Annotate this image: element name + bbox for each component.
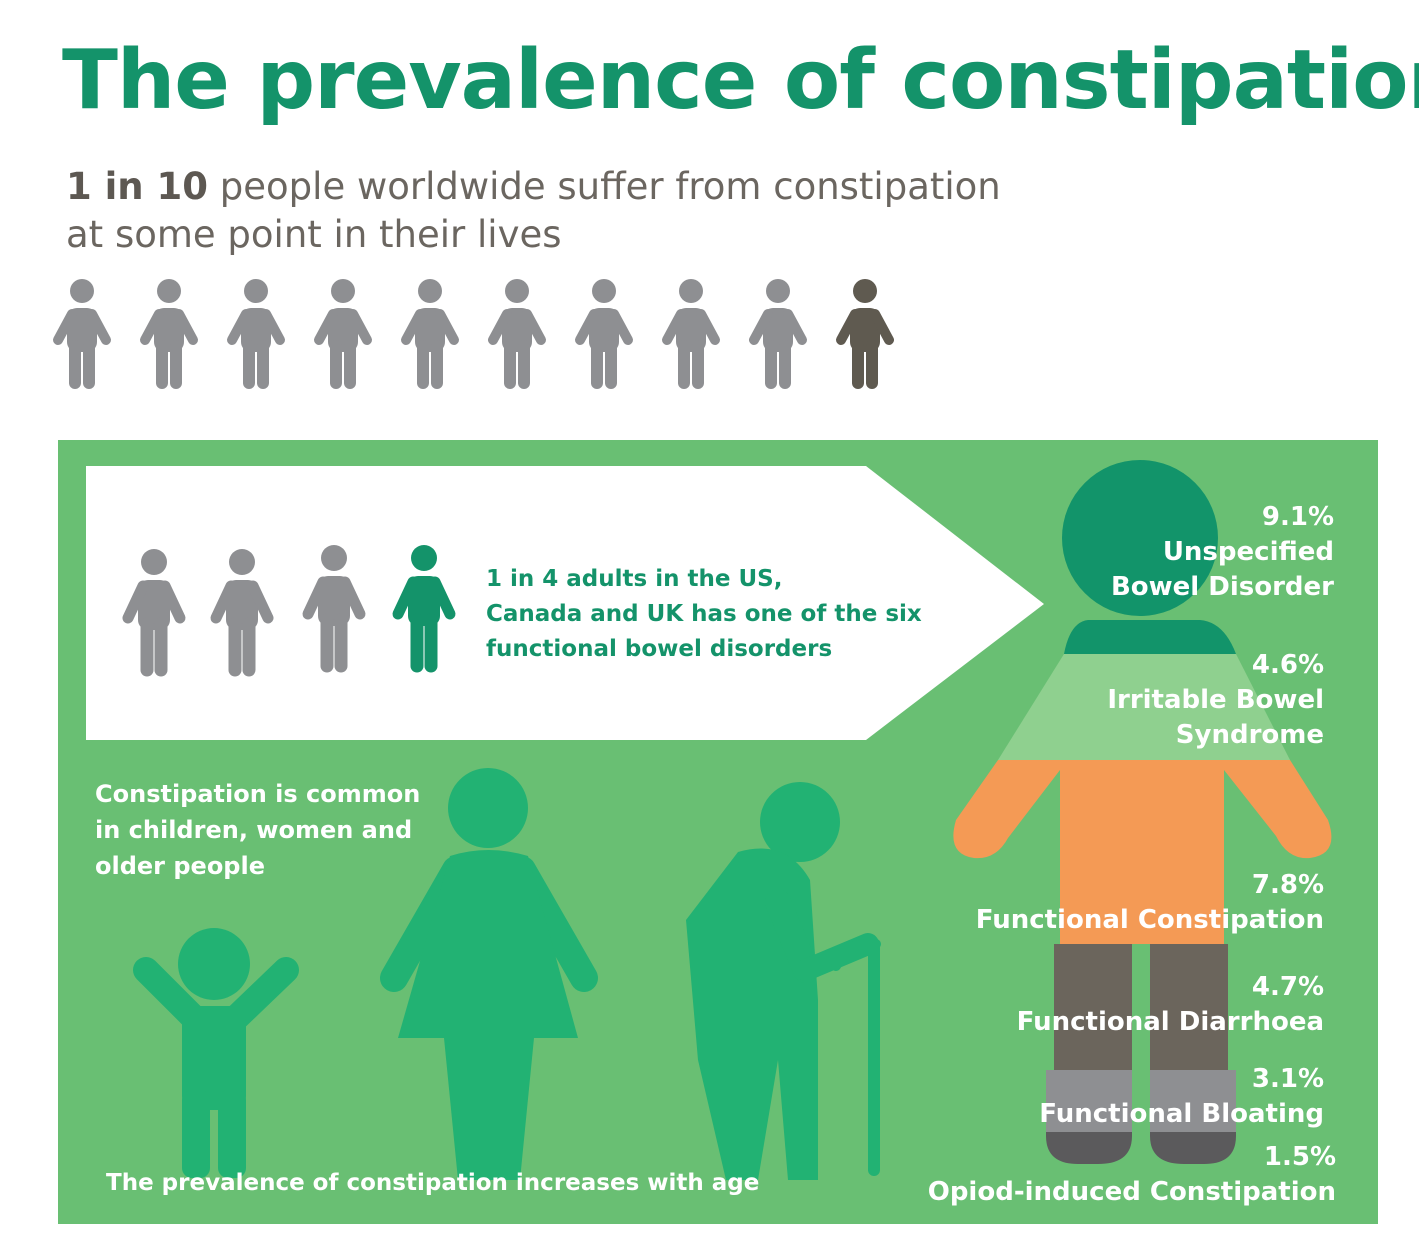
common-groups-line-3: older people — [95, 852, 265, 880]
elderly-figure — [686, 782, 881, 1180]
arrow-callout-text: 1 in 4 adults in the US, Canada and UK h… — [486, 562, 966, 667]
stat-percent: 4.7% — [1251, 972, 1324, 1002]
segment-unspecified — [1064, 620, 1236, 654]
subtitle-line-2: at some point in their lives — [66, 213, 562, 256]
segment-opioid-left-foot — [1046, 1132, 1132, 1164]
person-icon — [210, 549, 274, 677]
stat-label-line-1: Irritable Bowel — [1107, 685, 1324, 715]
subtitle-line-1: 1 in 10 people worldwide suffer from con… — [66, 163, 1001, 211]
head-segment — [1062, 460, 1218, 616]
woman-figure — [380, 768, 598, 1180]
stat-label-line-1: Functional Bloating — [1039, 1099, 1324, 1129]
green-panel: 1 in 4 adults in the US, Canada and UK h… — [58, 440, 1378, 1224]
stat-constipation: 7.8% Functional Constipation — [976, 868, 1324, 938]
stat-percent: 9.1% — [1261, 502, 1334, 532]
segment-bloating-left-leg — [1046, 1070, 1132, 1132]
age-caption: The prevalence of constipation increases… — [106, 1170, 760, 1196]
person-icon — [140, 279, 198, 389]
subtitle-highlight: 1 in 10 — [66, 165, 209, 208]
stat-percent: 3.1% — [1251, 1064, 1324, 1094]
segment-bloating-right-leg — [1150, 1070, 1236, 1132]
stat-unspecified: 9.1% Unspecified Bowel Disorder — [1111, 500, 1334, 605]
common-groups-text: Constipation is common in children, wome… — [95, 776, 455, 884]
arrow-callout-line-3: functional bowel disorders — [486, 636, 833, 662]
person-icon — [749, 279, 807, 389]
subtitle-line-1-rest: people worldwide suffer from constipatio… — [208, 165, 1001, 208]
person-icon — [314, 279, 372, 389]
segment-constipation-torso — [953, 760, 1332, 944]
stat-label-line-1: Unspecified — [1162, 537, 1334, 567]
person-icon — [575, 279, 633, 389]
page-title: The prevalence of constipation — [62, 33, 1419, 128]
stat-percent: 1.5% — [1263, 1142, 1336, 1172]
segment-opioid-right-foot — [1150, 1132, 1236, 1164]
person-icon — [53, 279, 111, 389]
stat-label-line-1: Opiod-induced Constipation — [927, 1177, 1336, 1207]
body-segments — [953, 620, 1332, 1164]
disorders-body-figure — [953, 460, 1332, 1164]
person-icon-highlighted — [836, 279, 894, 389]
segment-diarrhoea-left-leg — [1054, 944, 1132, 1070]
child-figure — [133, 928, 299, 1178]
segment-diarrhoea-right-leg — [1150, 944, 1228, 1070]
stat-label-line-2: Syndrome — [1175, 720, 1324, 750]
common-groups-line-1: Constipation is common — [95, 780, 421, 808]
person-icon — [662, 279, 720, 389]
stat-percent: 7.8% — [1251, 870, 1324, 900]
stat-percent: 4.6% — [1251, 650, 1324, 680]
worldwide-people-row — [50, 278, 910, 393]
person-icon — [122, 549, 186, 677]
common-groups-line-2: in children, women and — [95, 816, 413, 844]
stat-opioid: 1.5% Opiod-induced Constipation — [928, 1140, 1336, 1210]
segment-ibs — [998, 654, 1290, 760]
age-figures — [133, 768, 881, 1180]
stat-diarrhoea: 4.7% Functional Diarrhoea — [1017, 970, 1324, 1040]
subtitle: 1 in 10 people worldwide suffer from con… — [66, 163, 1001, 259]
person-icon-highlighted — [392, 545, 456, 673]
stat-bloating: 3.1% Functional Bloating — [1039, 1062, 1324, 1132]
stat-label-line-1: Functional Constipation — [975, 905, 1324, 935]
person-icon — [302, 545, 366, 673]
arrow-callout-line-1: 1 in 4 adults in the US, — [486, 566, 783, 592]
person-icon — [227, 279, 285, 389]
stat-label-line-2: Bowel Disorder — [1110, 572, 1334, 602]
stat-ibs: 4.6% Irritable Bowel Syndrome — [1107, 648, 1324, 753]
arrow-callout-line-2: Canada and UK has one of the six — [486, 601, 922, 627]
person-icon — [488, 279, 546, 389]
person-icon — [401, 279, 459, 389]
stat-label-line-1: Functional Diarrhoea — [1016, 1007, 1324, 1037]
